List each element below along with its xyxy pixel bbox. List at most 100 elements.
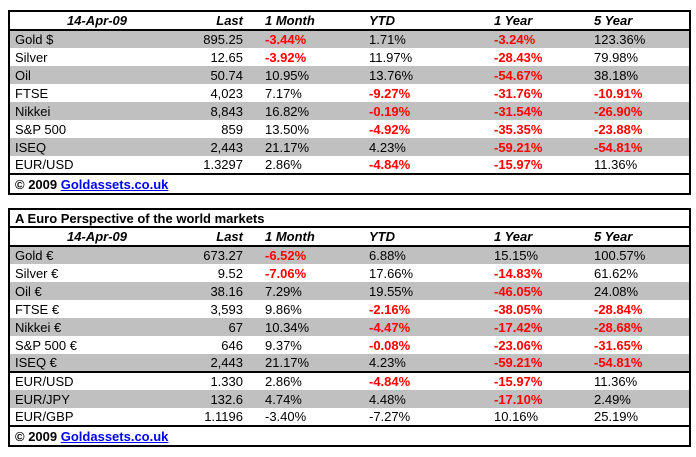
instrument-label: FTSE: [15, 85, 49, 101]
pct-value: 11.36%: [586, 371, 691, 390]
euro-markets-table: A Euro Perspective of the world markets …: [8, 208, 692, 447]
instrument-label: Gold €: [15, 248, 54, 263]
pct-value: -35.35%: [494, 121, 543, 137]
pct-value: 4.48%: [369, 391, 406, 407]
table-row: ISEQ 2,443 21.17% 4.23% -59.21% -54.81%: [9, 138, 690, 156]
pct-value: -31.65%: [594, 337, 643, 353]
pct-value: -15.97%: [494, 157, 543, 172]
column-header-last: Last: [184, 11, 249, 31]
last-price: 50.74: [210, 67, 243, 83]
last-price: 8,843: [210, 103, 243, 119]
instrument-label: EUR/USD: [15, 157, 74, 172]
pct-value: 17.66%: [369, 265, 414, 281]
euro-table-footer-row: © 2009 Goldassets.co.uk: [9, 425, 691, 446]
last-price: 895.25: [203, 32, 243, 47]
pct-value: 123.36%: [594, 32, 646, 47]
pct-value: -4.92%: [369, 121, 411, 137]
instrument-label: Nikkei: [15, 103, 51, 119]
last-price: 4,023: [210, 85, 243, 101]
pct-value: -3.40%: [265, 409, 307, 424]
pct-value: -15.97%: [486, 371, 586, 390]
column-header-1-year: 1 Year: [486, 11, 586, 31]
euro-table-title: A Euro Perspective of the world markets: [9, 209, 691, 228]
instrument-label: Gold $: [15, 32, 54, 47]
pct-value: 10.16%: [494, 409, 539, 424]
pct-value: 79.98%: [594, 49, 639, 65]
goldassets-link[interactable]: Goldassets.co.uk: [60, 428, 169, 444]
pct-value: -4.47%: [369, 319, 411, 335]
pct-value: -7.06%: [265, 265, 307, 281]
table-row: Oil 50.74 10.95% 13.76% -54.67% 38.18%: [9, 66, 690, 84]
table-row: S&P 500 € 646 9.37% -0.08% -23.06% -31.65%: [9, 336, 690, 354]
instrument-label: ISEQ €: [15, 355, 57, 370]
pct-value: -9.27%: [369, 85, 411, 101]
pct-value: -7.27%: [369, 409, 411, 424]
pct-value: 15.15%: [494, 248, 539, 263]
last-price: 9.52: [217, 265, 243, 281]
market-report-page: 14-Apr-09 Last 1 Month YTD 1 Year 5 Year…: [8, 10, 692, 447]
pct-value: -3.92%: [265, 49, 307, 65]
pct-value: 4.74%: [265, 391, 302, 407]
pct-value: 2.49%: [594, 391, 631, 407]
instrument-label: ISEQ: [15, 139, 47, 155]
table-row: FTSE 4,023 7.17% -9.27% -31.76% -10.91%: [9, 84, 690, 102]
column-header-ytd: YTD: [361, 11, 486, 31]
last-price: 859: [221, 121, 243, 137]
table-row: FTSE € 3,593 9.86% -2.16% -38.05% -28.84%: [9, 300, 690, 318]
instrument-label: S&P 500: [15, 121, 67, 137]
last-price: 2,443: [210, 355, 243, 370]
pct-value: 21.17%: [265, 355, 310, 370]
last-price: 2,443: [210, 139, 243, 155]
pct-value: -38.05%: [494, 301, 543, 317]
pct-value: -4.84%: [361, 371, 486, 390]
pct-value: 11.97%: [369, 49, 413, 65]
euro-table-title-row: A Euro Perspective of the world markets: [9, 209, 691, 228]
pct-value: 9.86%: [265, 301, 302, 317]
pct-value: -54.81%: [594, 355, 643, 370]
pct-value: 38.18%: [594, 67, 639, 83]
pct-value: -28.84%: [594, 301, 643, 317]
pct-value: -14.83%: [494, 265, 543, 281]
pct-value: -17.10%: [494, 391, 543, 407]
pct-value: -3.44%: [265, 32, 307, 47]
pct-value: 25.19%: [594, 409, 639, 424]
pct-value: 6.88%: [369, 248, 406, 263]
instrument-label: EUR/USD: [9, 371, 184, 390]
pct-value: -54.81%: [594, 139, 643, 155]
pct-value: -17.42%: [494, 319, 543, 335]
pct-value: -28.43%: [494, 49, 543, 65]
instrument-label: Silver: [15, 49, 48, 65]
column-header-1-month: 1 Month: [249, 227, 361, 247]
copyright-footer: © 2009 Goldassets.co.uk: [9, 173, 690, 194]
last-price: 1.1196: [204, 409, 243, 424]
column-header-1-year: 1 Year: [486, 227, 586, 247]
pct-value: -6.52%: [265, 248, 307, 263]
pct-value: 11.36%: [594, 157, 638, 172]
pct-value: -26.90%: [594, 103, 643, 119]
last-price: 1.330: [184, 371, 249, 390]
pct-value: 13.50%: [265, 121, 310, 137]
table-row: ISEQ € 2,443 21.17% 4.23% -59.21% -54.81%: [9, 354, 691, 372]
pct-value: -54.67%: [494, 67, 543, 83]
table-row: Gold € 673.27 -6.52% 6.88% 15.15% 100.57%: [9, 246, 691, 264]
column-header-5-year: 5 Year: [586, 227, 691, 247]
pct-value: 13.76%: [369, 67, 414, 83]
pct-value: 2.86%: [249, 371, 361, 390]
pct-value: 7.29%: [265, 283, 302, 299]
table-row: S&P 500 859 13.50% -4.92% -35.35% -23.88%: [9, 120, 690, 138]
pct-value: 19.55%: [369, 283, 414, 299]
pct-value: 10.95%: [265, 67, 310, 83]
column-header-1-month: 1 Month: [249, 11, 361, 31]
instrument-label: EUR/GBP: [15, 409, 74, 424]
goldassets-link[interactable]: Goldassets.co.uk: [60, 176, 169, 192]
pct-value: 61.62%: [594, 265, 639, 281]
date-header: 14-Apr-09: [9, 227, 184, 247]
pct-value: 10.34%: [265, 319, 310, 335]
pct-value: -59.21%: [494, 139, 543, 155]
pct-value: -23.06%: [494, 337, 543, 353]
pct-value: -0.08%: [369, 337, 411, 353]
euro-table-header-row: 14-Apr-09 Last 1 Month YTD 1 Year 5 Year: [9, 227, 691, 247]
pct-value: 4.23%: [369, 139, 406, 155]
pct-value: 7.17%: [265, 85, 302, 101]
table-row: EUR/JPY 132.6 4.74% 4.48% -17.10% 2.49%: [9, 390, 691, 408]
